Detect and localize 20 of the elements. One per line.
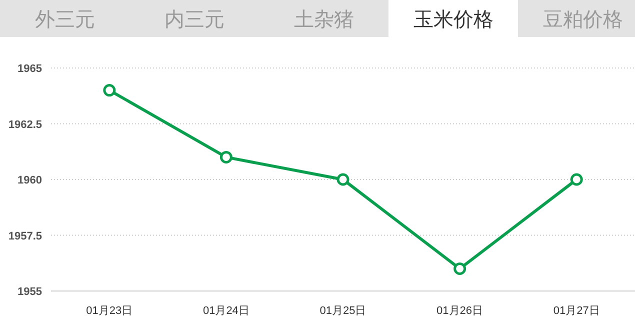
x-tick-label: 01月23日: [86, 305, 133, 317]
text: 外三元: [34, 9, 95, 31]
x-tick-label: 01月27日: [553, 305, 600, 317]
point: [103, 84, 116, 97]
y-tick-label: 1962.5: [8, 118, 42, 131]
point: [220, 150, 232, 164]
y-tick-label: 1955: [18, 286, 42, 298]
y-tick-label: 1957.5: [8, 230, 42, 242]
x-tick-label: 01月26日: [436, 305, 484, 317]
x-tick-label: 01月24日: [202, 305, 250, 317]
chart-title: 玉米价格: [413, 9, 494, 31]
point: [570, 173, 583, 186]
text: 内三元: [164, 9, 224, 31]
point: [454, 262, 466, 275]
text: 豆粕价格: [542, 9, 623, 31]
y-tick-label: 1965: [18, 63, 42, 75]
x-tick-label: 01月25日: [320, 305, 366, 317]
y-tick-label: 1960: [18, 174, 42, 186]
point: [336, 173, 350, 186]
text: 土杂猪: [294, 9, 354, 31]
